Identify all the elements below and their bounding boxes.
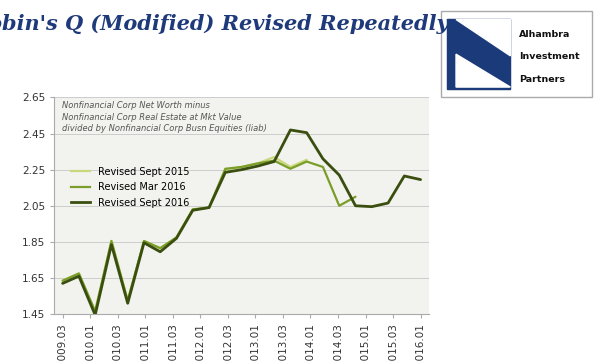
- Legend: Revised Sept 2015, Revised Mar 2016, Revised Sept 2016: Revised Sept 2015, Revised Mar 2016, Rev…: [66, 163, 193, 212]
- Revised Sept 2016: [205, 205, 213, 210]
- Revised Mar 2016: [92, 309, 99, 313]
- Line: Revised Mar 2016: Revised Mar 2016: [63, 161, 356, 311]
- Bar: [447, 19, 510, 89]
- Revised Sept 2016: [368, 204, 376, 209]
- Revised Sept 2016: [189, 208, 196, 212]
- Revised Mar 2016: [156, 246, 164, 251]
- Revised Sept 2015: [124, 298, 131, 303]
- FancyBboxPatch shape: [441, 11, 592, 97]
- Revised Mar 2016: [320, 165, 327, 169]
- Revised Sept 2016: [417, 178, 424, 182]
- Text: Partners: Partners: [519, 75, 565, 84]
- Revised Mar 2016: [254, 161, 262, 165]
- Revised Sept 2016: [320, 157, 327, 161]
- Revised Sept 2016: [400, 174, 408, 178]
- Revised Mar 2016: [124, 298, 131, 303]
- Revised Mar 2016: [140, 239, 147, 243]
- Revised Sept 2016: [173, 236, 180, 240]
- Revised Sept 2015: [173, 235, 180, 240]
- Revised Mar 2016: [59, 279, 66, 283]
- Revised Sept 2015: [303, 157, 310, 162]
- Revised Mar 2016: [189, 207, 196, 212]
- Revised Sept 2015: [271, 155, 278, 159]
- Revised Mar 2016: [287, 167, 294, 171]
- Revised Sept 2016: [254, 164, 262, 168]
- Revised Mar 2016: [303, 160, 310, 164]
- Revised Mar 2016: [173, 235, 180, 240]
- Revised Sept 2016: [336, 173, 343, 177]
- Revised Mar 2016: [205, 205, 213, 210]
- Revised Sept 2015: [108, 239, 115, 243]
- Revised Sept 2015: [92, 309, 99, 313]
- FancyBboxPatch shape: [447, 19, 510, 89]
- Revised Sept 2016: [303, 131, 310, 135]
- Revised Mar 2016: [108, 239, 115, 243]
- Revised Sept 2015: [205, 205, 213, 210]
- Revised Sept 2016: [76, 274, 83, 278]
- Polygon shape: [456, 19, 510, 56]
- Revised Sept 2015: [156, 246, 164, 251]
- Revised Sept 2015: [76, 271, 83, 276]
- Revised Sept 2016: [271, 160, 278, 164]
- Revised Sept 2016: [287, 128, 294, 132]
- Revised Sept 2015: [189, 207, 196, 212]
- Revised Sept 2016: [140, 241, 147, 245]
- Revised Sept 2015: [254, 161, 262, 165]
- Text: Alhambra: Alhambra: [519, 30, 571, 39]
- Revised Sept 2016: [59, 281, 66, 286]
- Revised Sept 2015: [59, 279, 66, 283]
- Revised Sept 2016: [384, 201, 391, 205]
- Revised Mar 2016: [352, 195, 359, 199]
- Revised Sept 2015: [238, 165, 245, 169]
- Revised Sept 2015: [287, 165, 294, 169]
- Line: Revised Sept 2016: Revised Sept 2016: [63, 130, 420, 315]
- Revised Mar 2016: [238, 165, 245, 169]
- Text: Nonfinancial Corp Net Worth minus
Nonfinancial Corp Real Estate at Mkt Value
div: Nonfinancial Corp Net Worth minus Nonfin…: [62, 101, 267, 133]
- Line: Revised Sept 2015: Revised Sept 2015: [63, 157, 307, 311]
- Revised Mar 2016: [222, 167, 229, 171]
- Revised Sept 2015: [140, 239, 147, 243]
- Revised Mar 2016: [271, 158, 278, 163]
- Revised Sept 2015: [222, 168, 229, 172]
- Text: Tobin's Q (Modified) Revised Repeatedly: Tobin's Q (Modified) Revised Repeatedly: [0, 14, 448, 34]
- Revised Sept 2016: [222, 170, 229, 175]
- Polygon shape: [456, 54, 510, 87]
- Text: Investment: Investment: [519, 52, 580, 61]
- Revised Sept 2016: [156, 250, 164, 254]
- Revised Sept 2016: [352, 204, 359, 208]
- Revised Sept 2016: [124, 301, 131, 305]
- Revised Mar 2016: [76, 271, 83, 276]
- Revised Mar 2016: [336, 204, 343, 208]
- Revised Sept 2016: [92, 313, 99, 317]
- Revised Sept 2016: [108, 243, 115, 247]
- Revised Sept 2016: [238, 168, 245, 172]
